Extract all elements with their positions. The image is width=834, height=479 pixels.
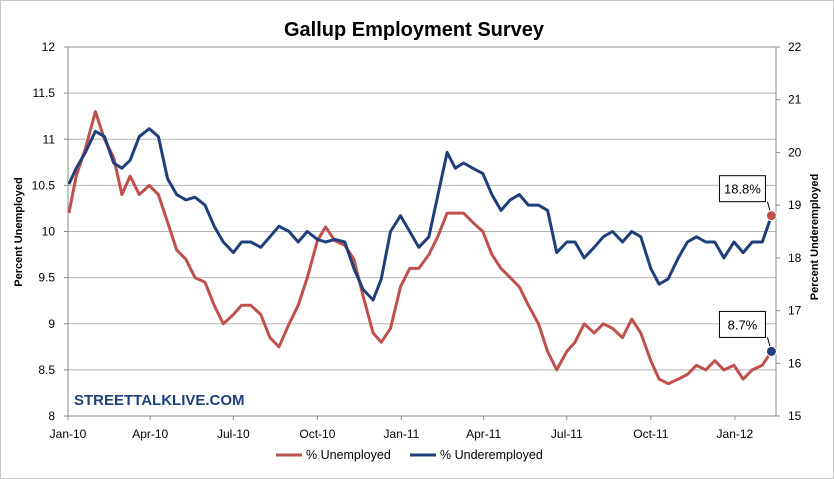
x-tick-label: Jul-11 (551, 427, 583, 441)
right-tick-label: 17 (788, 304, 802, 318)
x-tick-label: Apr-10 (132, 427, 168, 441)
legend-item: % Underemployed (410, 448, 543, 462)
left-tick-label: 10 (42, 225, 56, 239)
callout-marker (765, 345, 777, 357)
right-tick-label: 20 (788, 145, 802, 159)
x-axis-ticks: Jan-10 Apr-10 Jul-10 Oct-10 Jan-11 Apr-11 Jul-… (50, 416, 754, 441)
annotations: 18.8% 8.7% (718, 175, 777, 357)
x-tick-label: Jul-10 (217, 427, 250, 441)
right-tick-label: 15 (788, 409, 802, 423)
left-axis-ticks: 8 8.5 9 9.5 10 10.5 11 11.5 12 (32, 40, 68, 423)
left-tick-label: 8 (48, 409, 55, 423)
callout-marker (765, 210, 777, 222)
callout-label: 18.8% (724, 182, 761, 197)
chart-title: Gallup Employment Survey (284, 19, 545, 41)
callout-box (718, 310, 766, 338)
right-tick-label: 18 (788, 251, 802, 265)
x-tick-label: Jan-10 (50, 427, 87, 441)
x-tick-label: Apr-11 (466, 427, 501, 441)
left-axis-title: Percent Unemployed (13, 177, 25, 286)
left-tick-label: 12 (42, 40, 56, 54)
left-tick-label: 9 (48, 317, 55, 331)
underemployed-series (67, 127, 773, 302)
x-tick-label: Jan-11 (384, 427, 420, 441)
legend-item: % Unemployed (276, 448, 391, 462)
right-axis-ticks: 15 16 17 18 19 20 21 22 (776, 40, 802, 423)
left-tick-label: 11 (43, 132, 56, 146)
right-axis-title: Percent Underemployed (809, 174, 821, 301)
legend-label: % Unemployed (306, 448, 391, 462)
x-tick-label: Oct-10 (299, 427, 335, 441)
x-tick-label: Oct-11 (633, 427, 668, 441)
series-layer (67, 110, 773, 386)
right-tick-label: 21 (788, 93, 802, 107)
legend: % Unemployed % Underemployed (276, 448, 543, 462)
watermark: STREETTALKLIVE.COM (74, 392, 245, 409)
right-tick-label: 19 (788, 198, 802, 212)
left-tick-label: 9.5 (38, 271, 55, 285)
legend-label: % Underemployed (440, 448, 543, 462)
x-tick-label: Jan-12 (717, 427, 754, 441)
callout: 18.8% (718, 175, 777, 222)
right-tick-label: 22 (788, 40, 802, 54)
left-tick-label: 8.5 (38, 363, 55, 377)
callout-box (718, 175, 766, 203)
callout: 8.7% (718, 310, 777, 357)
left-tick-label: 10.5 (32, 178, 56, 192)
callout-label: 8.7% (728, 317, 758, 332)
left-tick-label: 11.5 (33, 86, 56, 100)
right-tick-label: 16 (788, 356, 802, 370)
unemployed-series (67, 110, 773, 386)
